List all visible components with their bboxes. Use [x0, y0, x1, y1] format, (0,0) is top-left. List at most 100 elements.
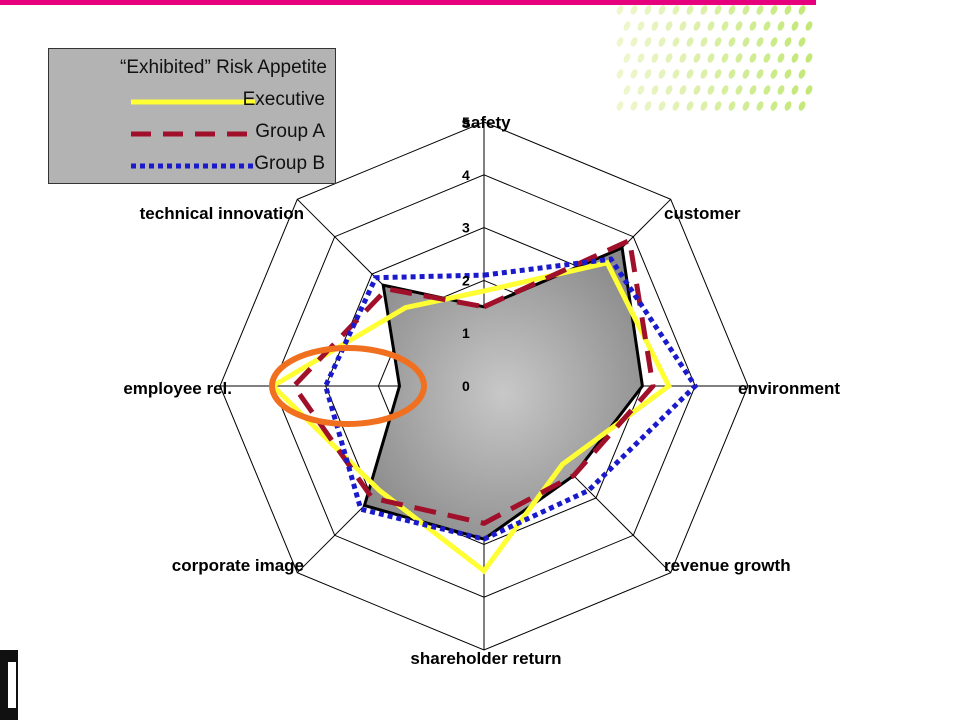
deco-dot: [714, 37, 722, 47]
deco-dot: [630, 69, 638, 79]
deco-dot: [756, 69, 764, 79]
deco-dot: [756, 5, 764, 15]
deco-dot: [707, 53, 715, 63]
deco-dot: [728, 37, 736, 47]
deco-dot: [763, 53, 771, 63]
deco-dot: [651, 21, 659, 31]
legend-label: Executive: [242, 89, 325, 110]
deco-dot: [665, 85, 673, 95]
deco-dot: [644, 101, 652, 111]
deco-dot: [637, 21, 645, 31]
deco-dot: [686, 101, 694, 111]
tick-label-1: 1: [462, 325, 470, 341]
deco-dot: [665, 21, 673, 31]
tick-label-5: 5: [462, 114, 470, 130]
decorative-dot-pattern: [616, 5, 813, 111]
chart-legend: “Exhibited” Risk Appetite Executive Group…: [48, 48, 336, 184]
deco-dot: [672, 37, 680, 47]
top-accent-bar: [0, 0, 816, 5]
deco-dot: [665, 53, 673, 63]
deco-dot: [700, 5, 708, 15]
tick-label-3: 3: [462, 220, 470, 236]
deco-dot: [749, 53, 757, 63]
deco-dot: [630, 101, 638, 111]
tick-label-2: 2: [462, 272, 470, 288]
legend-label: Group A: [255, 121, 325, 142]
deco-dot: [693, 21, 701, 31]
deco-dot: [798, 37, 806, 47]
deco-dot: [721, 53, 729, 63]
deco-dot: [770, 37, 778, 47]
axis-label-revenue-growth: revenue growth: [664, 556, 791, 575]
deco-dot: [728, 101, 736, 111]
deco-dot: [728, 5, 736, 15]
deco-dot: [644, 5, 652, 15]
deco-dot: [672, 5, 680, 15]
legend-item-executive: Executive: [49, 87, 335, 117]
deco-dot: [700, 69, 708, 79]
deco-dot: [791, 21, 799, 31]
deco-dot: [784, 69, 792, 79]
deco-dot: [798, 5, 806, 15]
deco-dot: [798, 69, 806, 79]
deco-dot: [735, 53, 743, 63]
deco-dot: [616, 101, 624, 111]
deco-dot: [777, 53, 785, 63]
deco-dot: [644, 69, 652, 79]
deco-dot: [658, 37, 666, 47]
deco-dot: [742, 37, 750, 47]
deco-dot: [637, 53, 645, 63]
deco-dot: [672, 101, 680, 111]
deco-dot: [707, 21, 715, 31]
deco-dot: [735, 21, 743, 31]
axis-label-safety: safety: [461, 113, 511, 132]
deco-dot: [686, 37, 694, 47]
deco-dot: [672, 69, 680, 79]
axis-label-technical-innovation: technical innovation: [140, 204, 304, 223]
deco-dot: [630, 37, 638, 47]
deco-dot: [721, 21, 729, 31]
deco-dot: [763, 85, 771, 95]
legend-swatch-executive: [131, 99, 255, 105]
deco-dot: [770, 69, 778, 79]
deco-dot: [658, 5, 666, 15]
axis-label-employee-rel: employee rel.: [123, 379, 232, 398]
series-executive: [268, 259, 672, 575]
deco-dot: [623, 21, 631, 31]
deco-dot: [728, 69, 736, 79]
deco-dot: [742, 5, 750, 15]
legend-swatch-group-b: [131, 163, 255, 169]
deco-dot: [616, 37, 624, 47]
deco-dot: [651, 85, 659, 95]
deco-dot: [686, 5, 694, 15]
deco-dot: [791, 85, 799, 95]
deco-dot: [616, 69, 624, 79]
deco-dot: [784, 37, 792, 47]
axis-label-customer: customer: [664, 204, 741, 223]
highlight-circle: [269, 345, 427, 427]
deco-dot: [714, 101, 722, 111]
deco-dot: [714, 5, 722, 15]
deco-dot: [686, 69, 694, 79]
series-group-a: [290, 236, 656, 526]
deco-dot: [630, 5, 638, 15]
legend-title: “Exhibited” Risk Appetite: [120, 57, 327, 78]
deco-dot: [735, 85, 743, 95]
legend-swatch-group-a: [131, 131, 255, 137]
legend-item-group-a: Group A: [49, 119, 335, 149]
axis-label-environment: environment: [738, 379, 840, 398]
radar-series: [268, 236, 699, 575]
radar-tick-labels: 0 1 2 3 4 5: [462, 114, 470, 394]
deco-dot: [805, 85, 813, 95]
deco-dot: [693, 53, 701, 63]
deco-dot: [770, 5, 778, 15]
deco-dot: [763, 21, 771, 31]
deco-dot: [700, 101, 708, 111]
deco-dot: [651, 53, 659, 63]
deco-dot: [721, 85, 729, 95]
deco-dot: [805, 21, 813, 31]
deco-dot: [616, 5, 624, 15]
deco-dot: [679, 85, 687, 95]
radar-axis-labels: safety customer environment revenue growth s…: [123, 113, 840, 668]
deco-dot: [777, 21, 785, 31]
